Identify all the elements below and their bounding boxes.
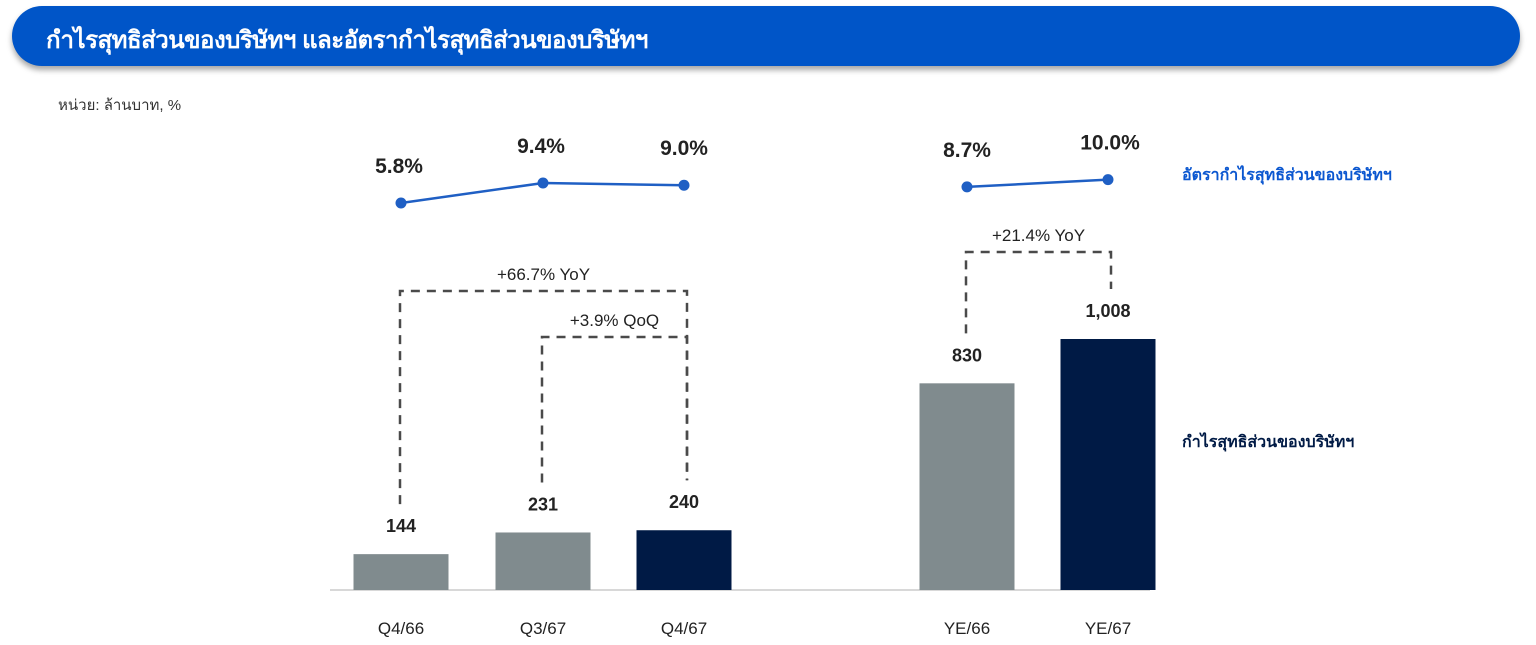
bar-value-label: 231 [528, 494, 558, 514]
x-tick-label: YE/67 [1085, 619, 1131, 638]
legend-margin: อัตรากำไรสุทธิส่วนของบริษัทฯ [1182, 165, 1392, 185]
margin-point [537, 177, 549, 189]
bar-q3-67 [495, 532, 591, 590]
margin-point [678, 179, 690, 191]
bar-ye-67 [1060, 339, 1156, 590]
margin-value-label: 8.7% [943, 139, 991, 162]
margin-value-label: 9.0% [660, 137, 708, 160]
margin-value-label: 5.8% [375, 155, 423, 178]
margin-point [395, 197, 407, 209]
chart-title: กำไรสุทธิส่วนของบริษัทฯ และอัตรากำไรสุทธ… [46, 27, 648, 54]
x-tick-label: YE/66 [944, 619, 990, 638]
growth-annotation: +66.7% YoY [497, 265, 590, 284]
bar-value-label: 240 [669, 492, 699, 512]
bar-q4-66 [353, 554, 449, 590]
margin-point [961, 181, 973, 193]
margin-value-label: 9.4% [517, 135, 565, 158]
x-tick-label: Q4/66 [378, 619, 424, 638]
bar-q4-67 [636, 530, 732, 590]
comparison-bracket [964, 250, 1113, 334]
title-banner: กำไรสุทธิส่วนของบริษัทฯ และอัตรากำไรสุทธ… [12, 6, 1520, 66]
growth-annotation: +3.9% QoQ [570, 311, 659, 330]
x-tick-label: Q3/67 [520, 619, 566, 638]
comparison-bracket [540, 335, 689, 483]
margin-point [1102, 174, 1114, 186]
x-tick-label: Q4/67 [661, 619, 707, 638]
margin-line-segment [966, 178, 1109, 189]
bar-value-label: 144 [386, 516, 416, 536]
bar-value-label: 830 [952, 345, 982, 365]
bar-ye-66 [919, 383, 1015, 590]
bar-value-label: 1,008 [1085, 301, 1130, 321]
margin-value-label: 10.0% [1080, 132, 1140, 155]
legend-profit: กำไรสุทธิส่วนของบริษัทฯ [1182, 432, 1354, 452]
unit-note: หน่วย: ล้านบาท, % [58, 97, 182, 114]
growth-annotation: +21.4% YoY [992, 226, 1085, 245]
